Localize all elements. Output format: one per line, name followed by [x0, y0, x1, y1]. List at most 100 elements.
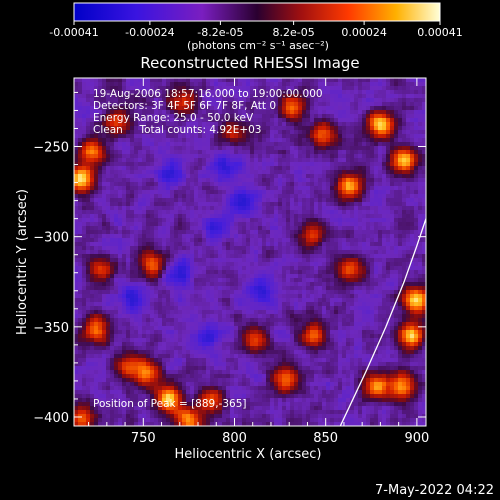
heatmap-cell [318, 246, 323, 251]
heatmap-cell [158, 214, 163, 219]
heatmap-cell [342, 94, 347, 99]
heatmap-cell [290, 290, 295, 295]
heatmap-cell [342, 150, 347, 155]
heatmap-cell [398, 130, 403, 135]
heatmap-cell [98, 174, 103, 179]
heatmap-cell [226, 262, 231, 267]
heatmap-cell [78, 242, 83, 247]
heatmap-cell [214, 258, 219, 263]
heatmap-cell [86, 278, 91, 283]
heatmap-cell [390, 78, 395, 83]
heatmap-cell [254, 250, 259, 255]
heatmap-cell [322, 158, 327, 163]
heatmap-cell [210, 166, 215, 171]
heatmap-cell [170, 110, 175, 115]
heatmap-cell [110, 226, 115, 231]
heatmap-cell [102, 82, 107, 87]
heatmap-cell [82, 102, 87, 107]
heatmap-cell [110, 114, 115, 119]
heatmap-cell [142, 218, 147, 223]
heatmap-cell [126, 146, 131, 151]
heatmap-cell [182, 110, 187, 115]
heatmap-cell [222, 258, 227, 263]
heatmap-cell [178, 266, 183, 271]
heatmap-cell [374, 254, 379, 259]
heatmap-cell [210, 258, 215, 263]
heatmap-cell [230, 154, 235, 159]
heatmap-cell [330, 206, 335, 211]
heatmap-cell [330, 270, 335, 275]
heatmap-cell [102, 194, 107, 199]
heatmap-cell [410, 182, 415, 187]
heatmap-cell [110, 130, 115, 135]
heatmap-cell [190, 242, 195, 247]
heatmap-cell [150, 94, 155, 99]
heatmap-cell [166, 190, 171, 195]
heatmap-cell [126, 194, 131, 199]
heatmap-cell [238, 274, 243, 279]
heatmap-cell [250, 134, 255, 139]
heatmap-cell [390, 190, 395, 195]
heatmap-cell [74, 246, 79, 251]
heatmap-cell [262, 122, 267, 127]
heatmap-cell [366, 134, 371, 139]
heatmap-cell [394, 290, 399, 295]
heatmap-cell [306, 130, 311, 135]
heatmap-cell [74, 118, 79, 123]
heatmap-cell [166, 234, 171, 239]
heatmap-cell [334, 110, 339, 115]
heatmap-cell [134, 134, 139, 139]
heatmap-cell [178, 294, 183, 299]
heatmap-cell [142, 98, 147, 103]
heatmap-cell [322, 286, 327, 291]
heatmap-cell [238, 270, 243, 275]
heatmap-cell [402, 86, 407, 91]
heatmap-cell [314, 230, 319, 235]
heatmap-cell [302, 270, 307, 275]
heatmap-cell [182, 190, 187, 195]
heatmap-cell [74, 150, 79, 155]
heatmap-cell [330, 178, 335, 183]
heatmap-cell [202, 130, 207, 135]
heatmap-cell [342, 90, 347, 95]
heatmap-cell [402, 146, 407, 151]
heatmap-cell [322, 174, 327, 179]
heatmap-cell [94, 254, 99, 259]
heatmap-cell [394, 178, 399, 183]
heatmap-cell [302, 90, 307, 95]
heatmap-cell [222, 282, 227, 287]
heatmap-cell [210, 238, 215, 243]
heatmap-cell [366, 226, 371, 231]
heatmap-cell [122, 270, 127, 275]
heatmap-cell [270, 290, 275, 295]
heatmap-cell [194, 134, 199, 139]
heatmap-cell [102, 190, 107, 195]
heatmap-cell [330, 78, 335, 83]
heatmap-cell [210, 86, 215, 91]
heatmap-cell [158, 274, 163, 279]
heatmap-cell [358, 122, 363, 127]
heatmap-cell [250, 150, 255, 155]
heatmap-cell [362, 86, 367, 91]
heatmap-cell [282, 294, 287, 299]
heatmap-cell [310, 274, 315, 279]
heatmap-cell [378, 262, 383, 267]
heatmap-cell [78, 270, 83, 275]
heatmap-cell [274, 210, 279, 215]
heatmap-cell [118, 126, 123, 131]
heatmap-cell [378, 110, 383, 115]
heatmap-cell [406, 146, 411, 151]
heatmap-cell [150, 170, 155, 175]
heatmap-cell [98, 238, 103, 243]
heatmap-cell [82, 278, 87, 283]
heatmap-cell [110, 194, 115, 199]
heatmap-cell [246, 182, 251, 187]
heatmap-cell [214, 106, 219, 111]
heatmap-cell [234, 238, 239, 243]
heatmap-cell [86, 210, 91, 215]
heatmap-cell [182, 246, 187, 251]
heatmap-cell [414, 78, 419, 83]
heatmap-cell [290, 246, 295, 251]
heatmap-cell [298, 206, 303, 211]
heatmap-cell [226, 226, 231, 231]
